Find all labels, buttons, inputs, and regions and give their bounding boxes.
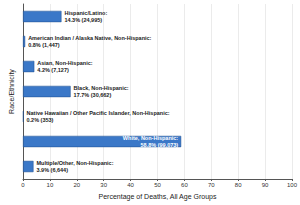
svg-text:30: 30 bbox=[100, 182, 107, 188]
svg-text:17.7% (30,662): 17.7% (30,662) bbox=[74, 92, 112, 98]
svg-text:14.3% (24,995): 14.3% (24,995) bbox=[64, 17, 102, 23]
svg-text:Multiple/Other, Non-Hispanic:: Multiple/Other, Non-Hispanic: bbox=[36, 160, 113, 166]
svg-text:3.9% (6,644): 3.9% (6,644) bbox=[36, 167, 68, 173]
svg-text:White, Non-Hispanic:: White, Non-Hispanic: bbox=[123, 135, 178, 141]
svg-text:0.8% (1,447): 0.8% (1,447) bbox=[28, 42, 60, 48]
svg-text:4.2% (7,127): 4.2% (7,127) bbox=[37, 67, 69, 73]
svg-text:Black, Non-Hispanic:: Black, Non-Hispanic: bbox=[74, 85, 129, 91]
svg-text:Native Hawaiian / Other Pacifi: Native Hawaiian / Other Pacific Islander… bbox=[27, 110, 170, 116]
svg-text:58.8% (99,073): 58.8% (99,073) bbox=[141, 142, 179, 148]
svg-text:60: 60 bbox=[181, 182, 188, 188]
svg-text:0.2% (353): 0.2% (353) bbox=[27, 117, 54, 123]
svg-text:Percentage of Deaths, All Age: Percentage of Deaths, All Age Groups bbox=[99, 193, 217, 201]
svg-text:90: 90 bbox=[262, 182, 269, 188]
svg-text:50: 50 bbox=[154, 182, 161, 188]
svg-text:Asian, Non-Hispanic:: Asian, Non-Hispanic: bbox=[37, 60, 92, 66]
svg-text:70: 70 bbox=[208, 182, 215, 188]
svg-text:Race/Ethnicity: Race/Ethnicity bbox=[8, 69, 16, 114]
svg-text:10: 10 bbox=[47, 182, 54, 188]
svg-text:100: 100 bbox=[287, 182, 298, 188]
svg-text:American Indian / Alaska Nativ: American Indian / Alaska Native, Non-His… bbox=[28, 35, 151, 41]
svg-text:80: 80 bbox=[235, 182, 242, 188]
svg-text:0: 0 bbox=[21, 182, 25, 188]
svg-text:40: 40 bbox=[127, 182, 134, 188]
svg-text:20: 20 bbox=[73, 182, 80, 188]
svg-text:Hispanic/Latino:: Hispanic/Latino: bbox=[64, 10, 107, 16]
